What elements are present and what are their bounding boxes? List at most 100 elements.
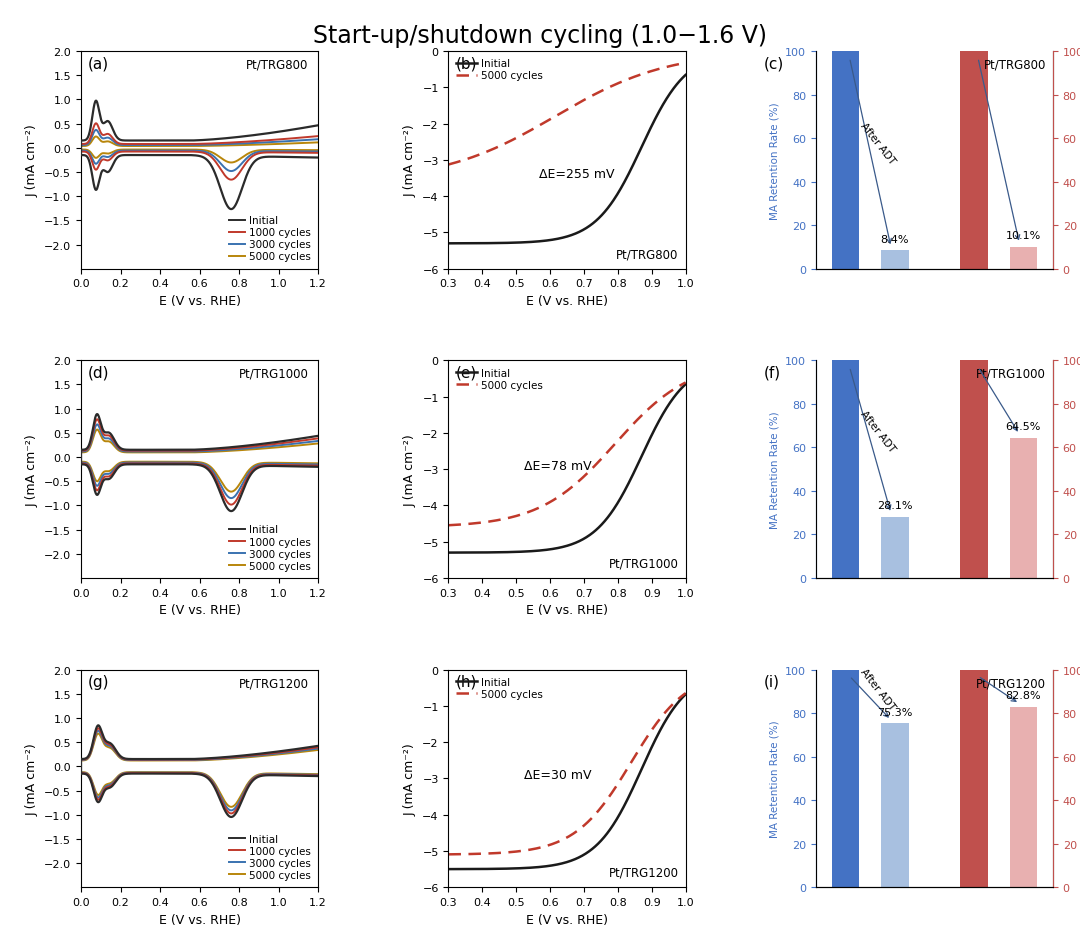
Text: Pt/TRG1000: Pt/TRG1000 bbox=[976, 367, 1045, 380]
Initial bbox=[519, 547, 532, 558]
Text: (c): (c) bbox=[764, 57, 784, 71]
Initial bbox=[679, 379, 692, 391]
Y-axis label: MA Retention Rate (%): MA Retention Rate (%) bbox=[770, 720, 780, 837]
Y-axis label: MA Retention Rate (%): MA Retention Rate (%) bbox=[770, 102, 780, 219]
Initial bbox=[615, 493, 627, 504]
Text: (a): (a) bbox=[89, 57, 109, 71]
5000 cycles bbox=[679, 58, 692, 69]
Text: ΔE=255 mV: ΔE=255 mV bbox=[539, 168, 615, 181]
5000 cycles bbox=[442, 520, 455, 531]
Line: 5000 cycles: 5000 cycles bbox=[448, 694, 686, 854]
Line: 5000 cycles: 5000 cycles bbox=[448, 383, 686, 526]
Text: Pt/TRG1000: Pt/TRG1000 bbox=[239, 367, 309, 380]
Y-axis label: J (mA cm⁻²): J (mA cm⁻²) bbox=[26, 125, 39, 197]
Initial bbox=[442, 239, 455, 250]
Bar bbox=[960, 52, 988, 269]
5000 cycles bbox=[615, 432, 627, 444]
Bar bbox=[960, 670, 988, 887]
5000 cycles bbox=[591, 806, 604, 818]
Initial bbox=[536, 236, 549, 247]
X-axis label: E (V vs. RHE): E (V vs. RHE) bbox=[526, 603, 608, 616]
5000 cycles bbox=[613, 77, 626, 89]
Initial bbox=[471, 864, 484, 875]
Initial bbox=[613, 186, 626, 197]
Initial bbox=[519, 863, 532, 874]
Initial bbox=[613, 809, 626, 820]
X-axis label: E (V vs. RHE): E (V vs. RHE) bbox=[159, 913, 241, 926]
Text: (b): (b) bbox=[456, 57, 477, 71]
Text: ΔE=78 mV: ΔE=78 mV bbox=[524, 460, 592, 473]
5000 cycles bbox=[536, 841, 549, 852]
Bar bbox=[881, 251, 908, 269]
Text: (e): (e) bbox=[456, 365, 477, 380]
5000 cycles bbox=[615, 774, 627, 785]
5000 cycles bbox=[591, 458, 604, 469]
Initial bbox=[471, 238, 484, 249]
Initial bbox=[442, 864, 455, 875]
Bar bbox=[881, 517, 908, 579]
Text: (g): (g) bbox=[89, 674, 109, 689]
Y-axis label: MA Retention Rate (%): MA Retention Rate (%) bbox=[770, 411, 780, 529]
5000 cycles bbox=[442, 849, 455, 860]
Initial bbox=[536, 861, 549, 872]
5000 cycles bbox=[591, 88, 604, 99]
Legend: Initial, 5000 cycles: Initial, 5000 cycles bbox=[454, 58, 544, 83]
Text: Pt/TRG800: Pt/TRG800 bbox=[984, 59, 1045, 72]
Text: ΔE=30 mV: ΔE=30 mV bbox=[524, 768, 592, 782]
Initial bbox=[442, 548, 455, 559]
Bar bbox=[881, 723, 908, 887]
5000 cycles bbox=[615, 77, 627, 89]
Text: Pt/TRG1000: Pt/TRG1000 bbox=[608, 557, 678, 570]
Y-axis label: J (mA cm⁻²): J (mA cm⁻²) bbox=[26, 433, 39, 506]
Initial bbox=[591, 523, 604, 534]
Text: After ADT: After ADT bbox=[859, 666, 897, 712]
Legend: Initial, 5000 cycles: Initial, 5000 cycles bbox=[454, 366, 544, 393]
Text: 10.1%: 10.1% bbox=[1005, 231, 1041, 241]
Initial bbox=[615, 184, 627, 195]
Text: Pt/TRG1200: Pt/TRG1200 bbox=[608, 866, 678, 879]
5000 cycles bbox=[519, 128, 532, 140]
5000 cycles bbox=[471, 151, 484, 162]
5000 cycles bbox=[519, 508, 532, 519]
Legend: Initial, 1000 cycles, 3000 cycles, 5000 cycles: Initial, 1000 cycles, 3000 cycles, 5000 … bbox=[227, 214, 313, 264]
Bar bbox=[832, 52, 860, 269]
5000 cycles bbox=[613, 433, 626, 445]
Bar bbox=[1010, 247, 1037, 269]
Text: Pt/TRG800: Pt/TRG800 bbox=[246, 59, 309, 72]
X-axis label: E (V vs. RHE): E (V vs. RHE) bbox=[159, 603, 241, 616]
5000 cycles bbox=[442, 160, 455, 171]
Initial bbox=[679, 689, 692, 700]
Text: (f): (f) bbox=[764, 365, 781, 380]
Initial bbox=[519, 237, 532, 248]
5000 cycles bbox=[679, 688, 692, 700]
5000 cycles bbox=[519, 845, 532, 856]
Text: (d): (d) bbox=[89, 365, 109, 380]
5000 cycles bbox=[471, 849, 484, 860]
Text: 75.3%: 75.3% bbox=[877, 707, 913, 716]
Text: Pt/TRG800: Pt/TRG800 bbox=[616, 247, 678, 261]
Initial bbox=[536, 545, 549, 556]
X-axis label: E (V vs. RHE): E (V vs. RHE) bbox=[526, 913, 608, 926]
Line: Initial: Initial bbox=[448, 385, 686, 553]
Legend: Initial, 1000 cycles, 3000 cycles, 5000 cycles: Initial, 1000 cycles, 3000 cycles, 5000 … bbox=[227, 832, 313, 882]
5000 cycles bbox=[536, 119, 549, 130]
Bar bbox=[832, 670, 860, 887]
Text: Pt/TRG1200: Pt/TRG1200 bbox=[976, 676, 1045, 689]
Line: Initial: Initial bbox=[448, 695, 686, 869]
5000 cycles bbox=[536, 501, 549, 513]
Legend: Initial, 1000 cycles, 3000 cycles, 5000 cycles: Initial, 1000 cycles, 3000 cycles, 5000 … bbox=[227, 523, 313, 573]
Text: (h): (h) bbox=[456, 674, 477, 689]
5000 cycles bbox=[613, 776, 626, 787]
Text: After ADT: After ADT bbox=[859, 409, 897, 454]
5000 cycles bbox=[679, 378, 692, 389]
Text: Pt/TRG1200: Pt/TRG1200 bbox=[239, 676, 309, 689]
5000 cycles bbox=[471, 518, 484, 530]
Initial bbox=[679, 70, 692, 81]
Line: Initial: Initial bbox=[448, 76, 686, 244]
X-axis label: E (V vs. RHE): E (V vs. RHE) bbox=[159, 295, 241, 308]
Text: 8.4%: 8.4% bbox=[880, 234, 909, 244]
Y-axis label: J (mA cm⁻²): J (mA cm⁻²) bbox=[404, 433, 417, 506]
Line: 5000 cycles: 5000 cycles bbox=[448, 63, 686, 165]
Y-axis label: J (mA cm⁻²): J (mA cm⁻²) bbox=[404, 742, 417, 815]
Text: (i): (i) bbox=[764, 674, 780, 689]
